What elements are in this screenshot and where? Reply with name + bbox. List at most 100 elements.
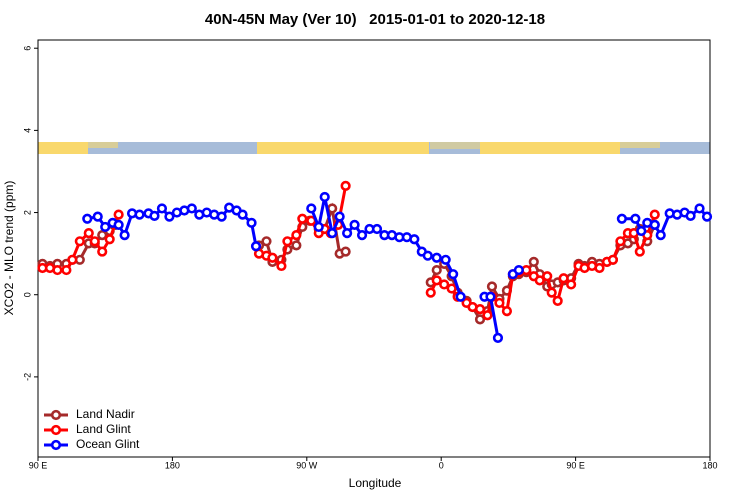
series-line — [42, 202, 657, 322]
point — [439, 279, 450, 290]
point — [474, 303, 486, 315]
point — [685, 210, 696, 221]
legend-marker — [50, 409, 62, 421]
point — [615, 236, 626, 247]
point — [482, 310, 493, 321]
point — [67, 254, 78, 265]
point — [250, 241, 262, 252]
point — [409, 234, 420, 245]
y-tick-label: 0 — [22, 292, 32, 297]
legend-marker — [50, 424, 62, 436]
x-tick-label: 180 — [702, 460, 717, 470]
point — [83, 227, 94, 239]
point — [89, 236, 100, 247]
x-tick-label: 90 W — [296, 460, 318, 470]
point — [104, 234, 115, 245]
land-band — [620, 142, 660, 148]
point — [566, 279, 577, 290]
point — [119, 230, 130, 241]
x-tick-label: 90 E — [566, 460, 585, 470]
point — [655, 230, 666, 241]
point — [92, 211, 103, 222]
point — [61, 264, 72, 276]
point — [319, 191, 330, 203]
series-line — [86, 196, 709, 339]
y-tick-label: 4 — [22, 128, 32, 133]
legend-label: Ocean Glint — [76, 437, 140, 451]
point — [340, 180, 351, 191]
point — [297, 213, 308, 224]
point — [97, 246, 108, 257]
x-tick-label: 90 E — [29, 460, 48, 470]
point — [607, 254, 619, 265]
point — [431, 275, 442, 286]
point — [291, 240, 302, 251]
legend-label: Land Glint — [76, 422, 131, 436]
point — [446, 283, 457, 294]
point — [74, 236, 85, 247]
point — [371, 223, 383, 235]
y-tick-label: 6 — [22, 46, 32, 51]
point — [448, 269, 459, 280]
point — [327, 203, 338, 214]
point — [82, 213, 93, 224]
land-band — [38, 142, 88, 154]
point — [342, 227, 353, 239]
point — [546, 287, 557, 298]
x-tick-label: 180 — [165, 460, 180, 470]
point — [291, 230, 302, 241]
point — [513, 264, 524, 276]
point — [440, 254, 451, 265]
point — [97, 230, 108, 241]
point — [246, 217, 257, 228]
point — [649, 209, 660, 220]
point — [164, 211, 175, 222]
point — [216, 211, 227, 222]
point — [156, 203, 168, 214]
chart-title: 40N-45N May (Ver 10) 2015-01-01 to 2020-… — [205, 11, 545, 28]
y-tick-label: 2 — [22, 210, 32, 215]
point — [494, 297, 505, 309]
point — [616, 213, 627, 224]
point — [701, 211, 713, 222]
point — [100, 221, 111, 233]
point — [186, 203, 197, 214]
point — [431, 264, 442, 276]
point — [349, 219, 360, 230]
point — [455, 291, 466, 302]
point — [340, 246, 351, 257]
point — [425, 287, 436, 298]
point — [267, 252, 278, 263]
land-band — [88, 142, 118, 148]
point — [261, 236, 272, 247]
point — [276, 260, 287, 272]
point — [237, 209, 248, 220]
point — [485, 291, 496, 302]
point — [486, 281, 498, 292]
point — [552, 295, 563, 306]
point — [694, 203, 705, 214]
point — [558, 273, 569, 284]
point — [431, 252, 442, 263]
point — [52, 264, 63, 276]
series — [82, 191, 713, 343]
point — [534, 275, 545, 286]
point — [630, 213, 641, 224]
land-band — [430, 142, 480, 149]
point — [306, 203, 317, 214]
y-tick-label: -2 — [22, 373, 32, 381]
point — [356, 230, 368, 241]
point — [492, 332, 504, 343]
point — [334, 211, 345, 222]
point — [528, 256, 539, 267]
point — [542, 271, 553, 282]
point — [327, 227, 338, 239]
land-band — [480, 142, 620, 154]
x-axis-title: Longitude — [349, 476, 402, 490]
point — [313, 221, 324, 233]
legend-marker — [50, 439, 62, 451]
point — [501, 306, 513, 317]
point — [594, 262, 605, 274]
